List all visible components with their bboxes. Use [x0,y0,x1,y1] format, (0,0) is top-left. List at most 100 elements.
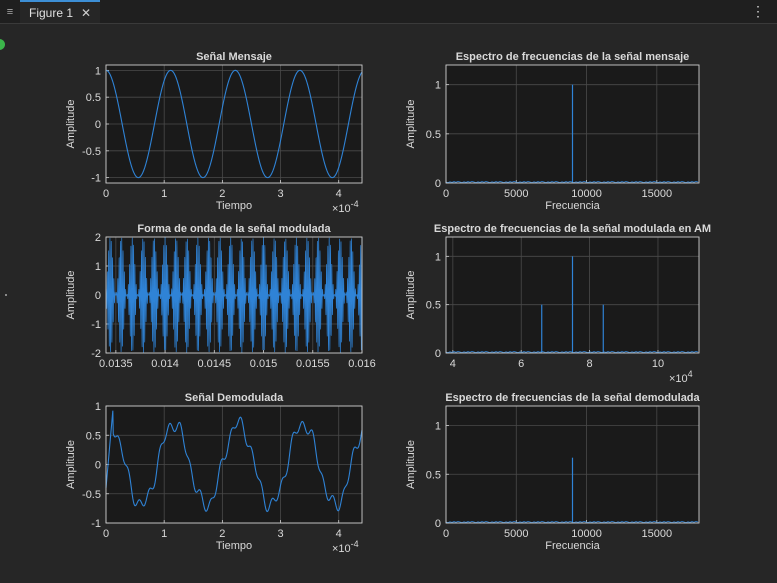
x-tick-label: 4 [336,528,342,540]
x-tick-label: 10000 [571,188,602,200]
noise-floor-line [445,350,699,354]
y-tick-label: 1 [95,261,101,273]
tab-label: Figure 1 [29,5,74,20]
axes-box [445,236,700,354]
x-tick-label: 0.015 [250,358,278,370]
y-tick-label: 0.5 [86,92,101,104]
x-axis-label: Frecuencia [545,540,600,552]
tab-menu-icon[interactable]: ≡ [6,5,14,18]
subplot-title: Señal Mensaje [196,51,272,63]
y-tick-label: 0 [435,178,441,190]
subplot-2: 0 5000 10000 15000 0 0.5 1 Espectro de frecuenc… [405,51,700,212]
axes-box [445,405,700,524]
x-exponent-label: ×10-4 [332,539,359,555]
x-axis-label: Tiempo [216,200,252,212]
y-tick-label: 1 [435,251,441,263]
noise-floor-line [445,520,699,524]
status-dot-icon [0,39,5,50]
splitter-handle[interactable] [5,294,7,296]
y-tick-label: 1 [95,65,101,77]
x-tick-label: 6 [518,358,524,370]
x-tick-label: 0.0135 [99,358,133,370]
subplot-title: Espectro de frecuencias de la señal demo… [445,392,700,404]
x-axis-label: Frecuencia [545,200,600,212]
subplot-3: 0.0135 0.014 0.0145 0.015 0.0155 0.016 -2 -1 0 1 2… [65,223,376,370]
subplot-title: Forma de onda de la señal modulada [137,223,331,235]
x-tick-label: 2 [219,528,225,540]
x-axis-label: Tiempo [216,540,252,552]
x-tick-label: 0 [443,528,449,540]
x-tick-label: 5000 [504,528,528,540]
y-tick-label: -1 [91,173,101,185]
subplot-6: 0 5000 10000 15000 0 0.5 1 Espectro de frecuenc… [405,392,701,552]
y-axis-label: Amplitude [405,271,417,320]
x-tick-label: 1 [161,188,167,200]
signal-line [105,69,363,179]
x-tick-label: 0.0155 [296,358,330,370]
y-tick-label: -2 [91,348,101,360]
y-tick-label: 0 [95,460,101,472]
y-axis-label: Amplitude [405,440,417,489]
y-tick-label: -0.5 [82,146,101,158]
y-tick-label: 1 [435,80,441,92]
y-tick-label: 0.5 [426,129,441,141]
y-axis-label: Amplitude [65,271,77,320]
x-tick-label: 4 [450,358,456,370]
axes-box [445,64,700,184]
x-tick-label: 0.0145 [197,358,231,370]
x-tick-label: 8 [587,358,593,370]
x-tick-label: 15000 [642,188,673,200]
x-tick-label: 10 [652,358,664,370]
x-tick-label: 10000 [571,528,602,540]
x-tick-label: 2 [219,188,225,200]
x-tick-label: 3 [277,188,283,200]
y-tick-label: 2 [95,232,101,244]
y-tick-label: 0 [95,119,101,131]
x-exponent-power: -4 [351,199,359,209]
axes-box [105,236,363,354]
x-tick-label: 0 [103,528,109,540]
figure-tab-bar: ≡ Figure 1 ✕ ⋮ [0,0,777,24]
y-tick-label: 0 [435,518,441,530]
y-tick-label: 0.5 [426,469,441,481]
y-tick-label: 0 [435,348,441,360]
y-tick-label: -1 [91,518,101,530]
y-axis-label: Amplitude [405,100,417,149]
more-options-icon[interactable]: ⋮ [751,3,765,19]
axes-box [105,405,363,524]
x-exponent-power: 4 [688,369,693,379]
y-tick-label: 0 [95,290,101,302]
signal-line [105,410,363,513]
noise-floor-line [445,180,699,184]
y-axis-label: Amplitude [65,100,77,149]
x-tick-label: 1 [161,528,167,540]
tab-figure-1[interactable]: Figure 1 ✕ [20,0,100,23]
subplot-title: Espectro de frecuencias de la señal mens… [456,51,690,63]
y-tick-label: 0.5 [426,300,441,312]
close-icon[interactable]: ✕ [81,5,92,20]
subplot-title: Espectro de frecuencias de la señal modu… [434,223,711,235]
x-tick-label: 0.014 [151,358,179,370]
y-tick-label: -1 [91,319,101,331]
subplot-1: 0 1 2 3 4 -1 -0.5 0 0.5 1 Señal Mensaje Amplitude Ti… [65,51,363,215]
subplot-title: Señal Demodulada [185,392,284,404]
x-tick-label: 4 [336,188,342,200]
x-exponent-power: -4 [351,539,359,549]
axes-box [105,64,363,184]
y-tick-label: -0.5 [82,489,101,501]
x-tick-label: 5000 [504,188,528,200]
x-tick-label: 3 [277,528,283,540]
x-exponent-label: ×104 [669,369,693,385]
y-tick-label: 1 [95,401,101,413]
subplot-5: 0 1 2 3 4 -1 -0.5 0 0.5 1 Señal Demodulada Amplitud… [65,392,363,555]
y-axis-label: Amplitude [65,440,77,489]
x-tick-label: 0.016 [348,358,376,370]
signal-line [105,236,363,353]
x-tick-label: 0 [103,188,109,200]
x-exponent-label: ×10-4 [332,199,359,215]
x-tick-label: 0 [443,188,449,200]
y-tick-label: 0.5 [86,430,101,442]
subplot-4: 4 6 8 10 0 0.5 1 Espectro de frecuencias de la … [405,223,711,385]
y-tick-label: 1 [435,421,441,433]
